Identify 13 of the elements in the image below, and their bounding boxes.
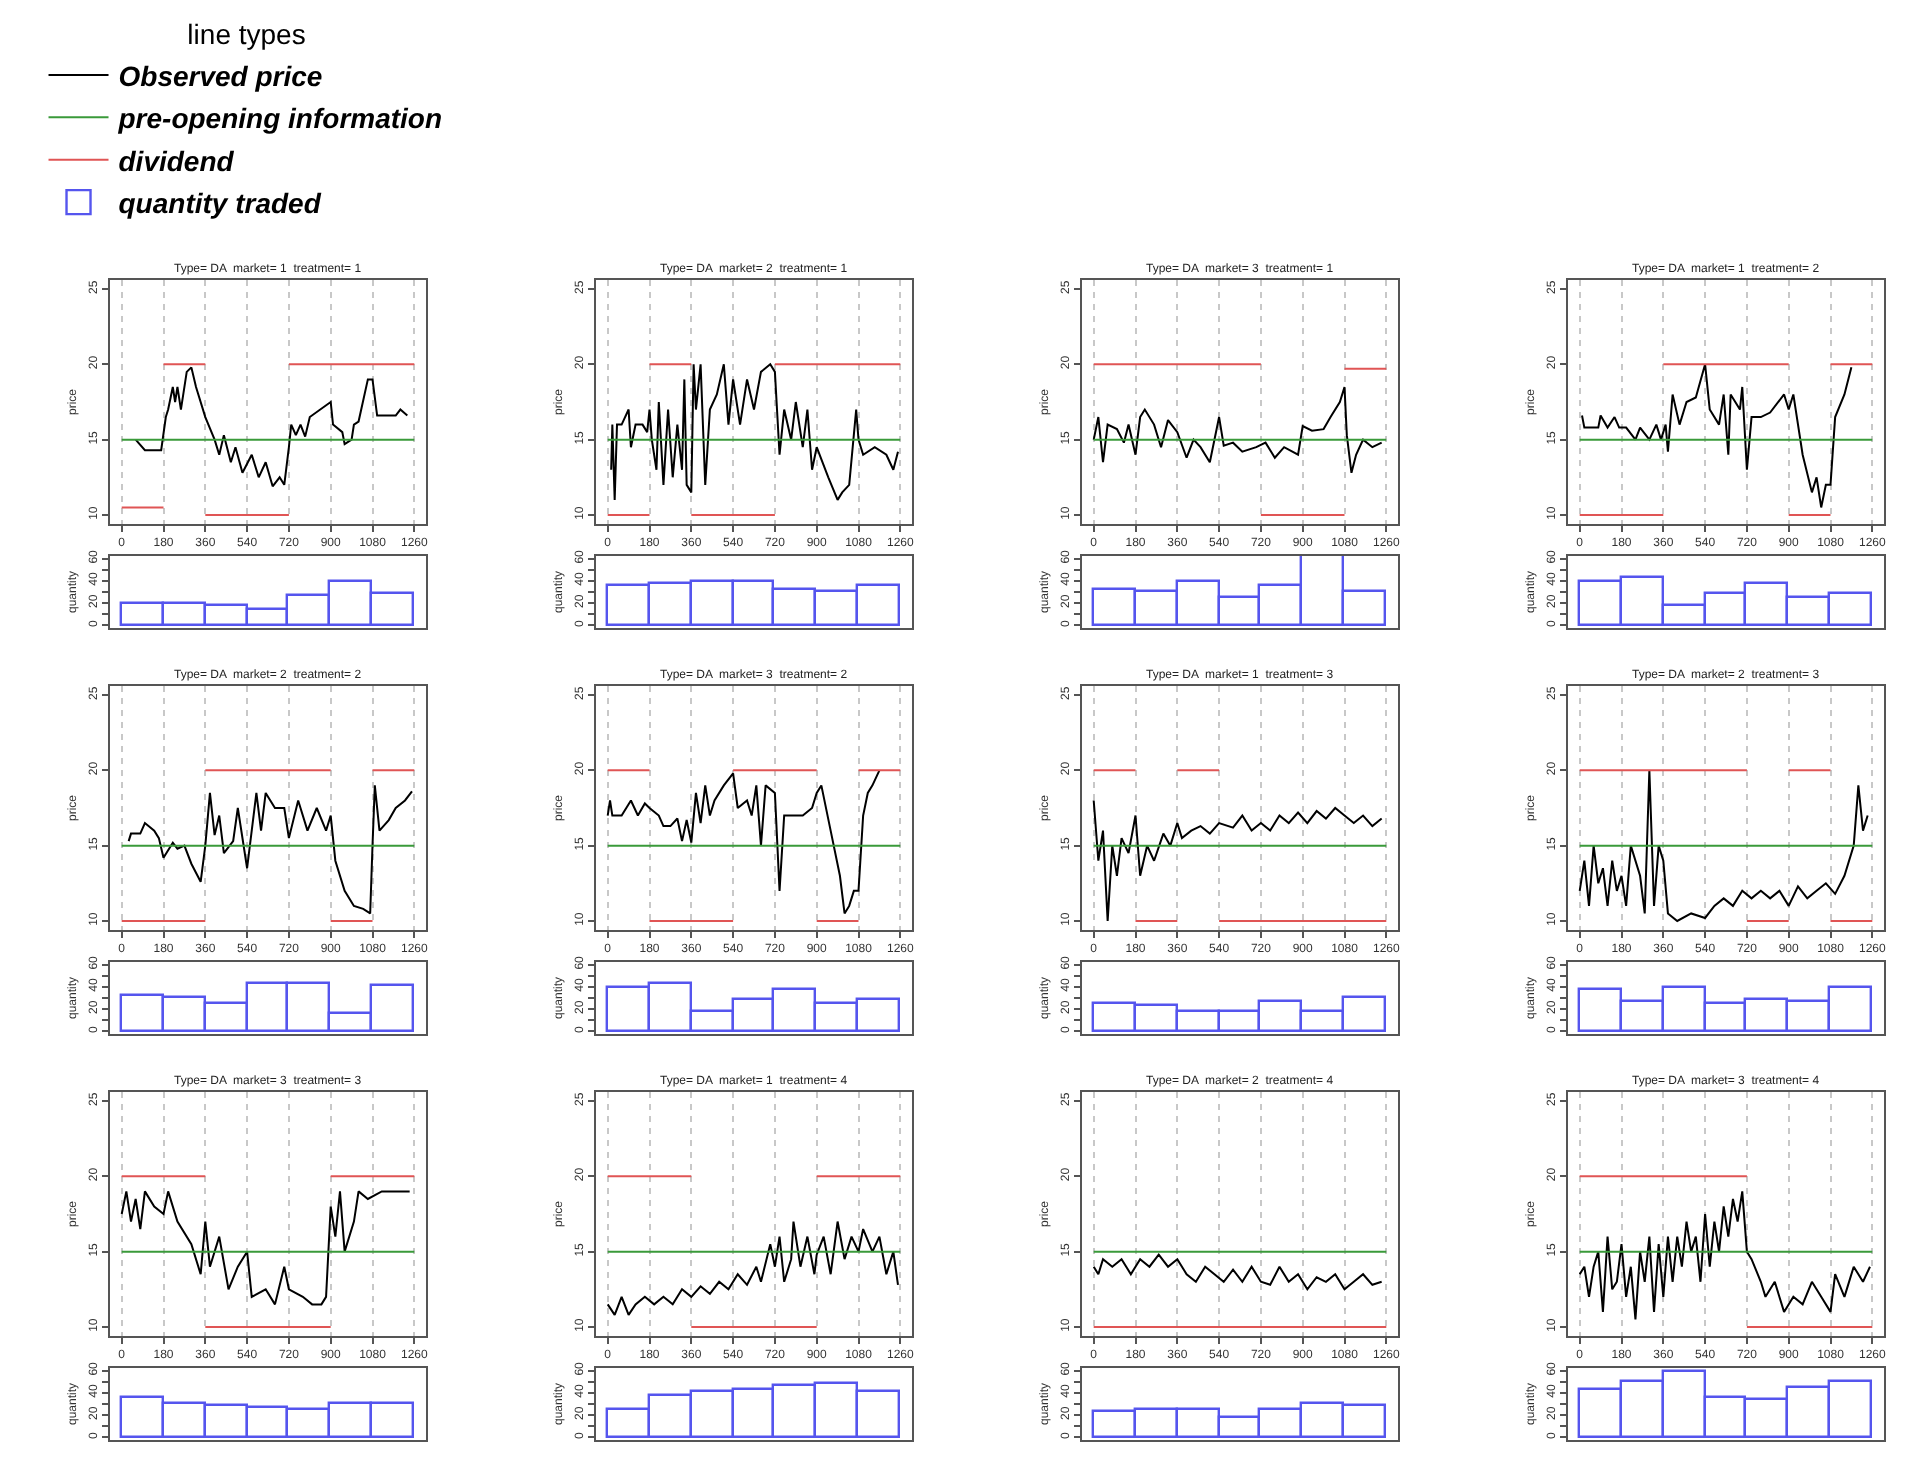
line-series [120,1190,411,1306]
line-series [127,784,413,915]
legend-label: Observed price [118,59,323,92]
legend-title: line types [187,17,306,50]
legend-label: quantity traded [118,187,322,220]
line-series [606,1220,899,1316]
line-series [1092,385,1383,474]
legend-label: dividend [118,144,235,177]
line-series [1092,1253,1383,1291]
line-series [134,366,409,488]
line-series [1092,799,1383,922]
legend-label: pre-opening information [116,102,443,135]
line-series [1578,1190,1871,1321]
